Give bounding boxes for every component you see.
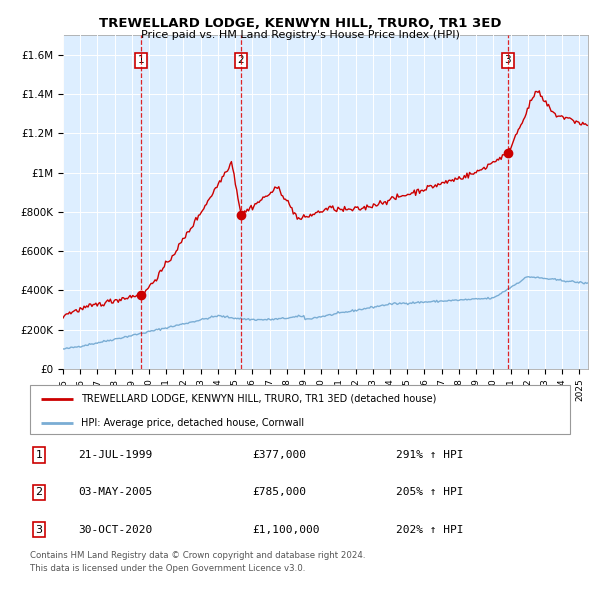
Bar	[63, 35, 588, 369]
Text: 3: 3	[35, 525, 43, 535]
Text: 291% ↑ HPI: 291% ↑ HPI	[396, 450, 464, 460]
Text: 1: 1	[35, 450, 43, 460]
Text: Contains HM Land Registry data © Crown copyright and database right 2024.: Contains HM Land Registry data © Crown c…	[30, 551, 365, 560]
Text: 3: 3	[505, 55, 511, 65]
Text: £377,000: £377,000	[252, 450, 306, 460]
Text: £1,100,000: £1,100,000	[252, 525, 320, 535]
Text: 2: 2	[35, 487, 43, 497]
Text: TREWELLARD LODGE, KENWYN HILL, TRURO, TR1 3ED: TREWELLARD LODGE, KENWYN HILL, TRURO, TR…	[99, 17, 501, 30]
Text: 1: 1	[138, 55, 145, 65]
Text: 205% ↑ HPI: 205% ↑ HPI	[396, 487, 464, 497]
Text: 2: 2	[238, 55, 244, 65]
Text: 202% ↑ HPI: 202% ↑ HPI	[396, 525, 464, 535]
Text: HPI: Average price, detached house, Cornwall: HPI: Average price, detached house, Corn…	[82, 418, 304, 428]
Text: Price paid vs. HM Land Registry's House Price Index (HPI): Price paid vs. HM Land Registry's House …	[140, 30, 460, 40]
Text: 03-MAY-2005: 03-MAY-2005	[78, 487, 152, 497]
Text: 30-OCT-2020: 30-OCT-2020	[78, 525, 152, 535]
Text: This data is licensed under the Open Government Licence v3.0.: This data is licensed under the Open Gov…	[30, 564, 305, 573]
FancyBboxPatch shape	[30, 385, 570, 434]
Text: £785,000: £785,000	[252, 487, 306, 497]
Text: 21-JUL-1999: 21-JUL-1999	[78, 450, 152, 460]
Text: TREWELLARD LODGE, KENWYN HILL, TRURO, TR1 3ED (detached house): TREWELLARD LODGE, KENWYN HILL, TRURO, TR…	[82, 394, 437, 404]
